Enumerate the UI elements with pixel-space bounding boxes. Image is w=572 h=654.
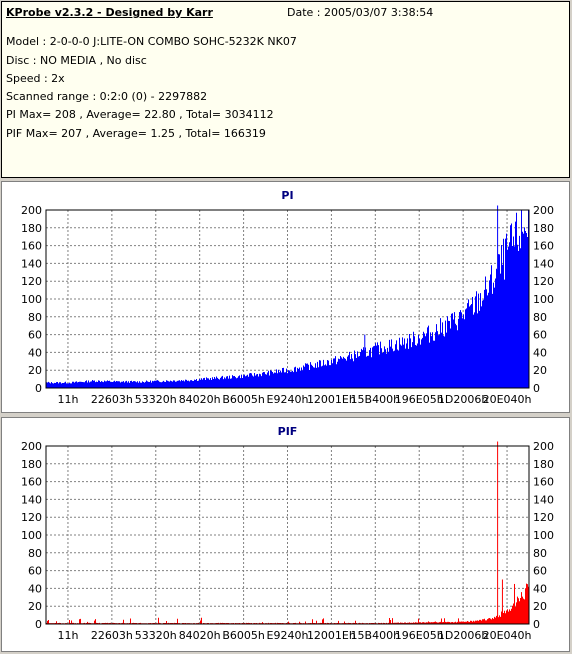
pi-y-tick-label-right: 120 bbox=[533, 275, 554, 288]
pif-x-tick-label: 11h bbox=[57, 629, 78, 642]
pi-y-tick-label-left: 20 bbox=[28, 364, 42, 377]
pi-y-tick-label-left: 0 bbox=[35, 382, 42, 395]
pi-axis-frame bbox=[45, 209, 530, 389]
pi-x-tick-label: 53320h bbox=[135, 393, 177, 406]
pif-x-tick-label: 20E040h bbox=[483, 629, 532, 642]
pi-y-tick-label-right: 200 bbox=[533, 204, 554, 217]
pi-y-tick-label-left: 160 bbox=[21, 240, 42, 253]
pif-y-tick-label-right: 120 bbox=[533, 511, 554, 524]
pif-x-tick-label: 84020h bbox=[179, 629, 221, 642]
pif-x-tick-label: 1D2006h bbox=[438, 629, 488, 642]
pif-y-tick-label-left: 60 bbox=[28, 565, 42, 578]
pif-chart: PIF 0 0 20 20 40 40 60 60 80 80 100 100 120 120 140 140 1… bbox=[21, 425, 554, 642]
pi-y-tick-label-left: 80 bbox=[28, 311, 42, 324]
pi-y-tick-label-right: 60 bbox=[533, 329, 547, 342]
pi-y-tick-label-right: 0 bbox=[533, 382, 540, 395]
disc-line: Disc : NO MEDIA , No disc bbox=[6, 54, 147, 67]
pi-x-tick-label: 196E05h bbox=[395, 393, 444, 406]
pi-x-tick-label: B6005h bbox=[222, 393, 265, 406]
pi-series bbox=[46, 205, 529, 388]
pif-x-tick-label: 15B400h bbox=[351, 629, 401, 642]
pi-chart-panel: PI 0 0 20 20 40 40 60 60 80 80 100 100 120 120 140 140 16… bbox=[1, 181, 570, 413]
info-panel: KProbe v2.3.2 - Designed by Karr Date : … bbox=[1, 1, 570, 178]
pif-y-tick-label-left: 40 bbox=[28, 582, 42, 595]
pi-y-tick-label-left: 200 bbox=[21, 204, 42, 217]
pif-y-tick-label-right: 140 bbox=[533, 493, 554, 506]
pi-y-tick-label-left: 40 bbox=[28, 346, 42, 359]
pi-x-tick-label: 15B400h bbox=[351, 393, 401, 406]
pif-stats-line: PIF Max= 207 , Average= 1.25 , Total= 16… bbox=[6, 127, 266, 140]
pi-y-tick-label-right: 160 bbox=[533, 240, 554, 253]
pif-y-tick-label-left: 140 bbox=[21, 493, 42, 506]
pi-y-tick-label-right: 80 bbox=[533, 311, 547, 324]
pi-x-tick-label: 1D2006h bbox=[438, 393, 488, 406]
pif-x-tick-label: 22603h bbox=[91, 629, 133, 642]
speed-line: Speed : 2x bbox=[6, 72, 65, 85]
pif-y-tick-label-right: 160 bbox=[533, 476, 554, 489]
pi-stats-line: PI Max= 208 , Average= 22.80 , Total= 30… bbox=[6, 108, 274, 121]
pi-y-tick-label-right: 180 bbox=[533, 222, 554, 235]
pi-x-tick-label: 12001Eh bbox=[307, 393, 356, 406]
pi-x-tick-label: 22603h bbox=[91, 393, 133, 406]
pi-chart-title: PI bbox=[281, 189, 293, 202]
range-line: Scanned range : 0:2:0 (0) - 2297882 bbox=[6, 90, 208, 103]
pif-y-tick-label-right: 200 bbox=[533, 440, 554, 453]
pi-x-tick-label: 84020h bbox=[179, 393, 221, 406]
pi-x-tick-label: 20E040h bbox=[483, 393, 532, 406]
pif-y-tick-label-right: 20 bbox=[533, 600, 547, 613]
pif-y-tick-label-right: 180 bbox=[533, 458, 554, 471]
pi-y-tick-label-right: 20 bbox=[533, 364, 547, 377]
pif-y-tick-label-right: 40 bbox=[533, 582, 547, 595]
pi-y-tick-label-left: 120 bbox=[21, 275, 42, 288]
pif-y-tick-label-right: 60 bbox=[533, 565, 547, 578]
pif-y-tick-label-left: 80 bbox=[28, 547, 42, 560]
pif-y-tick-label-right: 0 bbox=[533, 618, 540, 631]
pi-x-tick-label: 11h bbox=[57, 393, 78, 406]
pif-y-tick-label-right: 80 bbox=[533, 547, 547, 560]
scan-date: Date : 2005/03/07 3:38:54 bbox=[287, 6, 434, 19]
pif-x-tick-label: 196E05h bbox=[395, 629, 444, 642]
pi-y-tick-label-right: 100 bbox=[533, 293, 554, 306]
pif-y-tick-label-left: 0 bbox=[35, 618, 42, 631]
pif-chart-title: PIF bbox=[278, 425, 298, 438]
pi-y-tick-label-left: 60 bbox=[28, 329, 42, 342]
pif-y-tick-label-left: 20 bbox=[28, 600, 42, 613]
pif-x-tick-label: E9240h bbox=[267, 629, 309, 642]
pif-y-tick-label-left: 200 bbox=[21, 440, 42, 453]
pif-x-tick-label: B6005h bbox=[222, 629, 265, 642]
pi-y-tick-label-left: 180 bbox=[21, 222, 42, 235]
pi-y-tick-label-left: 100 bbox=[21, 293, 42, 306]
pif-y-tick-label-left: 160 bbox=[21, 476, 42, 489]
pif-x-tick-label: 53320h bbox=[135, 629, 177, 642]
pi-y-tick-label-left: 140 bbox=[21, 257, 42, 270]
pif-y-tick-label-left: 100 bbox=[21, 529, 42, 542]
pif-y-tick-label-left: 180 bbox=[21, 458, 42, 471]
pif-axis-frame bbox=[45, 445, 530, 625]
pif-y-tick-label-left: 120 bbox=[21, 511, 42, 524]
pif-y-tick-label-right: 100 bbox=[533, 529, 554, 542]
pif-x-tick-label: 12001Eh bbox=[307, 629, 356, 642]
pi-chart: PI 0 0 20 20 40 40 60 60 80 80 100 100 120 120 140 140 16… bbox=[21, 189, 554, 406]
pi-y-tick-label-right: 140 bbox=[533, 257, 554, 270]
model-line: Model : 2-0-0-0 J:LITE-ON COMBO SOHC-523… bbox=[6, 35, 297, 48]
pif-chart-panel: PIF 0 0 20 20 40 40 60 60 80 80 100 100 120 120 140 140 1… bbox=[1, 417, 570, 652]
pi-y-tick-label-right: 40 bbox=[533, 346, 547, 359]
app-title: KProbe v2.3.2 - Designed by Karr bbox=[6, 6, 213, 19]
pi-x-tick-label: E9240h bbox=[267, 393, 309, 406]
